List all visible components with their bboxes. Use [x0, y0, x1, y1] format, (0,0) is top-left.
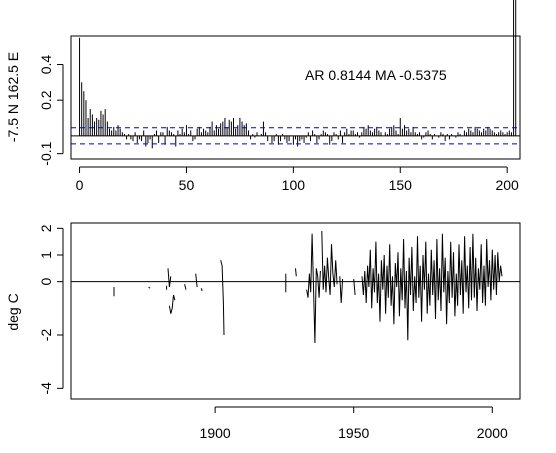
- acf-y-tick-label: -0.1: [38, 141, 54, 165]
- timeseries-segment: [220, 260, 224, 304]
- timeseries-segment: [321, 230, 338, 296]
- timeseries-segment: [306, 233, 321, 344]
- acf-x-axis: 0 50 100 150 200: [76, 166, 519, 193]
- acf-x-tick-label: 100: [282, 177, 306, 193]
- acf-y-label: -7.5 N 162.5 E: [5, 52, 21, 142]
- timeseries-x-tick-label: 2000: [477, 425, 508, 441]
- timeseries-segment: [222, 302, 225, 336]
- timeseries-segment: [195, 273, 198, 288]
- acf-x-tick-label: 200: [495, 177, 519, 193]
- timeseries-lines: [113, 230, 503, 344]
- timeseries-x-tick-label: 1950: [338, 425, 369, 441]
- acf-bars: [79, 0, 517, 149]
- timeseries-segment: [167, 268, 172, 288]
- timeseries-x-axis: 1900 1950 2000: [200, 406, 508, 441]
- timeseries-segment: [361, 233, 503, 341]
- timeseries-segment: [339, 276, 344, 304]
- timeseries-y-label: deg C: [5, 293, 21, 330]
- acf-x-tick-label: 150: [389, 177, 413, 193]
- timeseries-y-tick-label: 2: [38, 224, 54, 232]
- acf-y-axis: -0.1 0.2 0.4: [38, 55, 64, 166]
- acf-annotation: AR 0.8144 MA -0.5375: [305, 67, 447, 83]
- timeseries-segment: [168, 294, 176, 314]
- acf-x-tick-label: 0: [76, 177, 84, 193]
- timeseries-x-tick-label: 1900: [200, 425, 231, 441]
- timeseries-panel: 1900 1950 2000 -4 -2 0 1 2 deg C: [5, 222, 521, 441]
- timeseries-y-tick-label: -4: [38, 382, 54, 395]
- acf-panel: 0 50 100 150 200 -0.1 0.2 0.4 AR 0.8144 MA -0.…: [5, 0, 521, 193]
- timeseries-plot-frame: [70, 222, 521, 400]
- timeseries-segment: [184, 284, 187, 290]
- acf-plot-frame: [70, 35, 521, 160]
- timeseries-segment: [295, 268, 297, 277]
- acf-y-tick-label: 0.4: [38, 55, 54, 75]
- acf-x-tick-label: 50: [179, 177, 195, 193]
- acf-y-tick-label: 0.2: [38, 90, 54, 110]
- timeseries-y-axis: -4 -2 0 1 2: [38, 224, 64, 395]
- timeseries-segment: [148, 286, 151, 289]
- timeseries-y-tick-label: 0: [38, 278, 54, 286]
- timeseries-segment: [200, 288, 203, 292]
- timeseries-y-tick-label: 1: [38, 251, 54, 259]
- timeseries-y-tick-label: -2: [38, 329, 54, 342]
